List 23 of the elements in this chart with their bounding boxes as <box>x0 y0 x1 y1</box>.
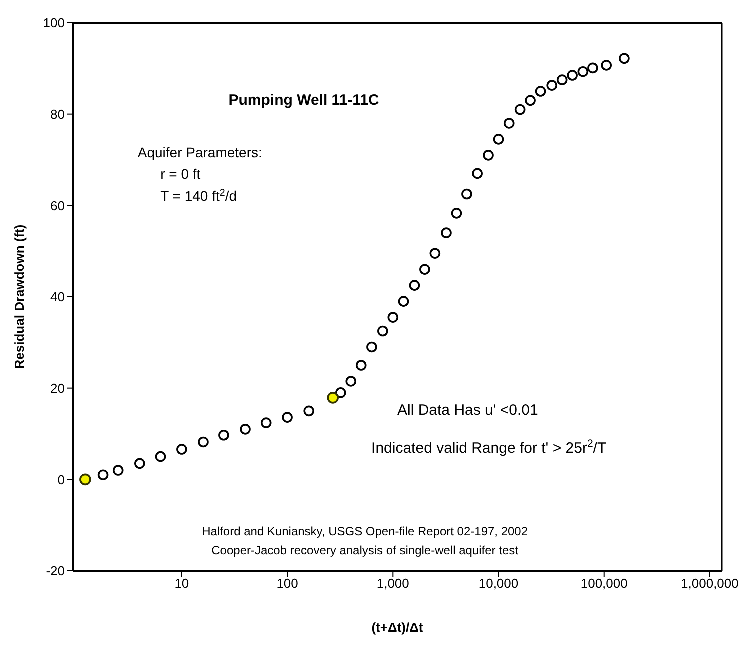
annotation: r = 0 ft <box>160 166 201 182</box>
y-tick-label: 40 <box>50 290 65 305</box>
annotation: T = 140 ft$^{2}$/d <box>160 188 238 204</box>
x-tick-label: 1,000 <box>376 576 410 592</box>
y-tick-label: 0 <box>58 472 65 488</box>
y-tick-label: 20 <box>50 380 65 396</box>
y-tick-label: 100 <box>43 16 65 31</box>
x-tick-label: 100 <box>276 576 298 592</box>
y-tick-label: -20 <box>46 564 65 579</box>
annotation: All Data Has u' <0.01 <box>398 402 538 419</box>
text: Pumping Well 11-11C <box>228 92 380 110</box>
annotation: Halford and Kuniansky, USGS Open-file Report 02-197, 2002 <box>202 524 528 538</box>
y-tick-label: 80 <box>50 106 65 122</box>
x-tick-label: 10,000 <box>478 576 519 592</box>
y-tick-label: 60 <box>50 198 65 214</box>
annotation: Indicated valid Range for t' > 25r$^{2}$/T <box>372 438 607 458</box>
x-tick-label: 1,000,000 <box>681 576 739 592</box>
x-tick-label: 100,000 <box>580 576 628 592</box>
y-axis-title: Residual Drawdown (ft) <box>12 224 27 370</box>
annotation: Cooper-Jacob recovery analysis of single-well aquifer test <box>212 544 520 558</box>
x-axis-title: (t+Δt)/Δt <box>372 620 424 635</box>
x-tick-label: 10 <box>174 576 190 592</box>
annotation: Aquifer Parameters: <box>138 144 262 160</box>
